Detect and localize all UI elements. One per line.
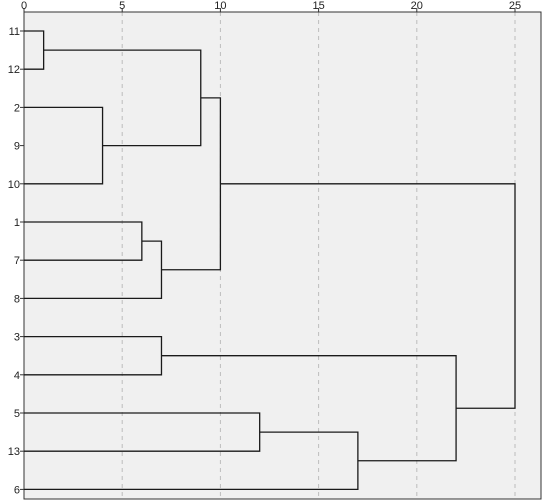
x-tick-label-3: 15 <box>312 0 324 12</box>
leaf-label-13: 13 <box>8 446 20 458</box>
x-tick-label-4: 20 <box>411 0 423 12</box>
leaf-label-2: 2 <box>14 102 20 114</box>
leaf-label-10: 10 <box>8 179 20 191</box>
leaf-label-6: 6 <box>14 484 20 496</box>
x-tick-labels: 0 5 10 15 20 25 <box>21 0 521 12</box>
x-tick-label-2: 10 <box>214 0 226 12</box>
x-tick-label-0: 0 <box>21 0 27 12</box>
leaf-labels: 11 12 2 9 10 1 7 8 3 4 5 13 6 <box>8 26 20 496</box>
leaf-label-9: 9 <box>14 141 20 153</box>
leaf-label-7: 7 <box>14 255 20 267</box>
leaf-label-4: 4 <box>14 370 20 382</box>
dendrogram-branches <box>24 30 516 491</box>
x-tick-label-5: 25 <box>509 0 521 12</box>
leaf-label-8: 8 <box>14 293 20 305</box>
x-axis <box>20 8 541 499</box>
x-tick-label-1: 5 <box>119 0 125 12</box>
leaf-label-5: 5 <box>14 408 20 420</box>
plot-area <box>23 11 542 500</box>
leaf-label-1: 1 <box>14 217 20 229</box>
branch-merge-10 <box>220 183 516 409</box>
leaf-label-12: 12 <box>8 64 20 76</box>
leaf-label-11: 11 <box>9 26 20 38</box>
leaf-label-3: 3 <box>14 332 20 344</box>
